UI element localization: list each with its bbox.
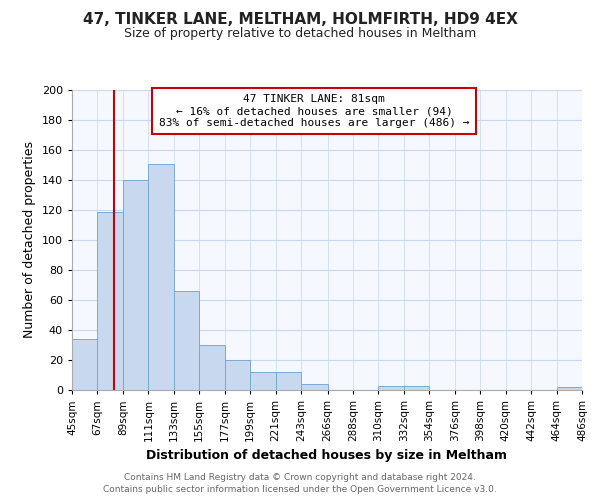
Bar — [557, 387, 582, 390]
Bar — [72, 339, 97, 390]
Bar — [404, 386, 430, 390]
Bar — [224, 360, 250, 390]
Text: Contains HM Land Registry data © Crown copyright and database right 2024.: Contains HM Land Registry data © Crown c… — [124, 472, 476, 482]
Bar — [123, 180, 148, 390]
Bar — [148, 164, 174, 390]
Bar — [275, 372, 301, 390]
Text: Contains public sector information licensed under the Open Government Licence v3: Contains public sector information licen… — [103, 485, 497, 494]
Text: Size of property relative to detached houses in Meltham: Size of property relative to detached ho… — [124, 28, 476, 40]
Text: 47 TINKER LANE: 81sqm
← 16% of detached houses are smaller (94)
83% of semi-deta: 47 TINKER LANE: 81sqm ← 16% of detached … — [159, 94, 470, 128]
Bar — [199, 345, 224, 390]
Bar — [174, 291, 199, 390]
Text: 47, TINKER LANE, MELTHAM, HOLMFIRTH, HD9 4EX: 47, TINKER LANE, MELTHAM, HOLMFIRTH, HD9… — [83, 12, 517, 28]
Bar — [97, 212, 123, 390]
Y-axis label: Number of detached properties: Number of detached properties — [23, 142, 36, 338]
Bar — [250, 372, 275, 390]
Bar — [379, 386, 404, 390]
Bar — [301, 384, 328, 390]
X-axis label: Distribution of detached houses by size in Meltham: Distribution of detached houses by size … — [146, 450, 508, 462]
